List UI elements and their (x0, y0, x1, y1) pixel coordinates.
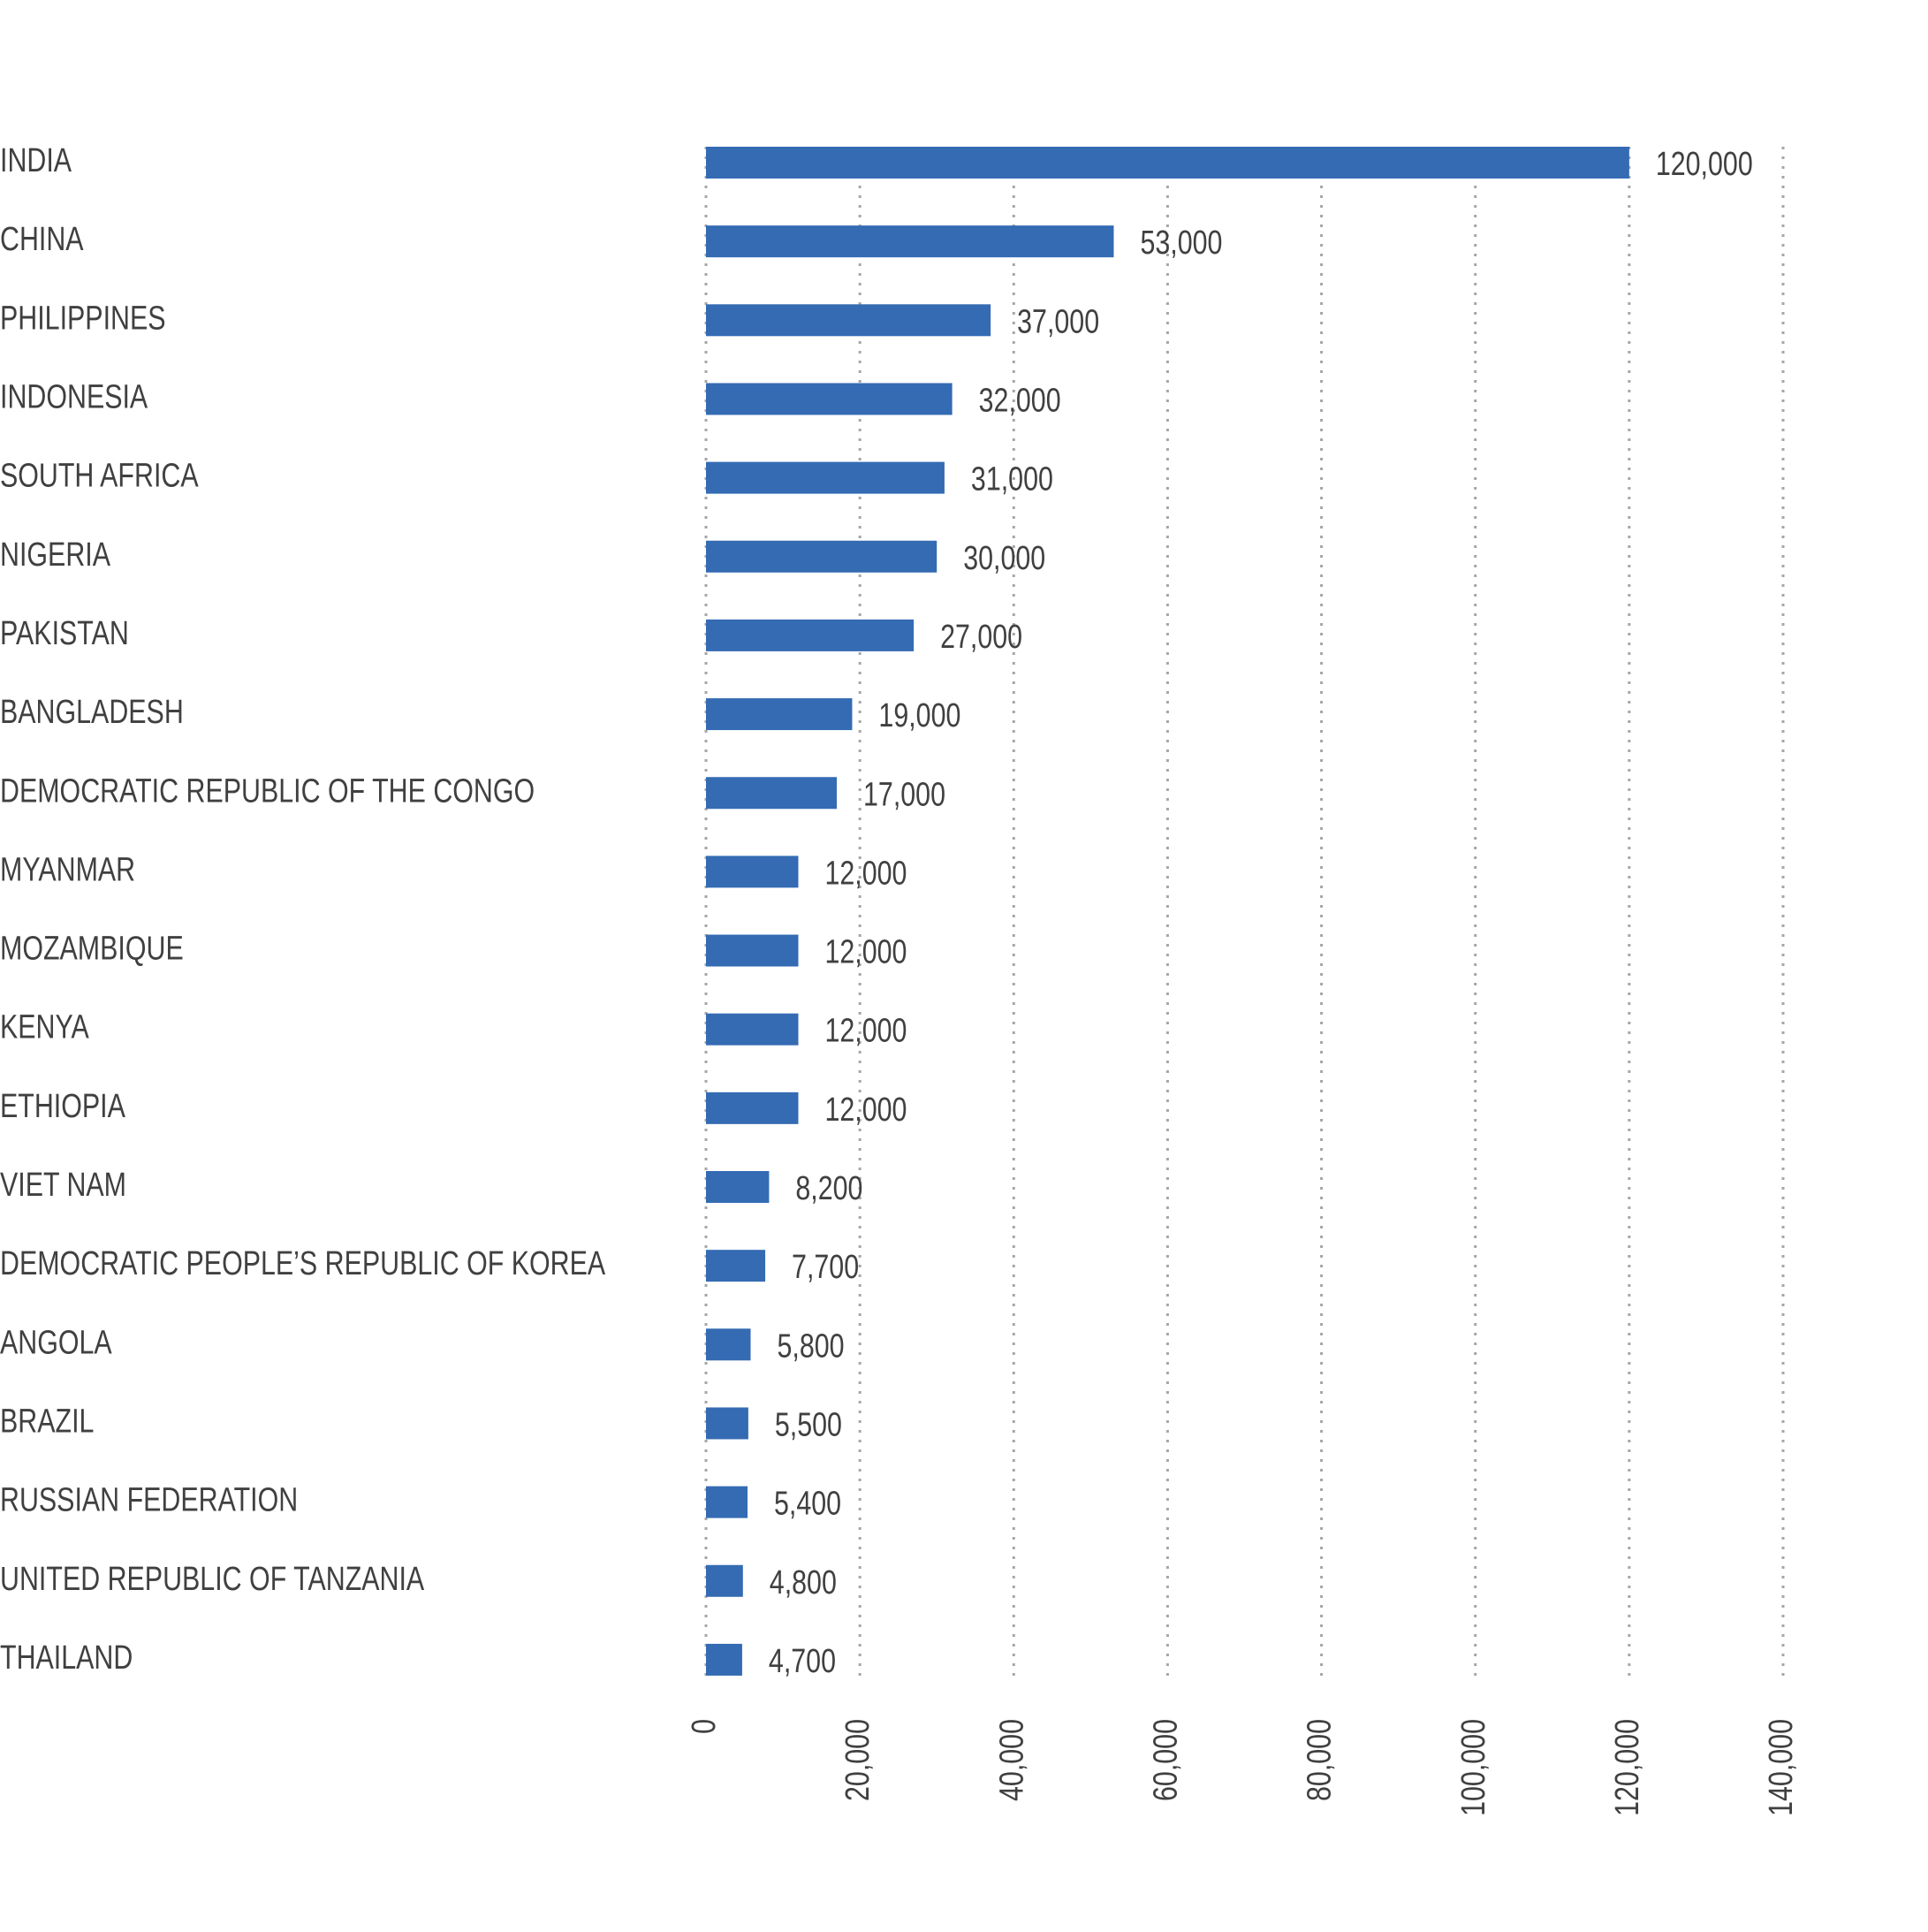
bar (706, 225, 1114, 258)
bar (706, 1250, 766, 1282)
x-tick-label: 100,000 (1455, 1719, 1492, 1816)
value-label: 12,000 (824, 1013, 907, 1050)
y-tick-label: THAILAND (0, 1639, 133, 1677)
value-label: 4,700 (769, 1643, 836, 1680)
value-label: 8,200 (795, 1170, 862, 1207)
y-tick-label: NIGERIA (0, 536, 110, 574)
x-tick-label: 20,000 (839, 1719, 877, 1801)
y-tick-label: MOZAMBIQUE (0, 930, 184, 967)
value-label: 17,000 (863, 776, 945, 813)
bar (706, 1407, 748, 1440)
value-label: 5,400 (774, 1486, 841, 1523)
y-tick-label: INDONESIA (0, 378, 148, 415)
value-label: 12,000 (824, 933, 907, 970)
value-label: 4,800 (770, 1564, 837, 1601)
value-label: 31,000 (971, 461, 1053, 498)
y-tick-label: CHINA (0, 221, 84, 258)
bar (706, 1013, 799, 1046)
value-label: 19,000 (878, 697, 960, 734)
bar (706, 1171, 770, 1204)
y-tick-label: UNITED REPUBLIC OF TANZANIA (0, 1561, 424, 1598)
value-label: 32,000 (979, 382, 1061, 419)
bar (706, 777, 838, 810)
value-label: 120,000 (1656, 146, 1753, 183)
x-tick-label: 60,000 (1147, 1719, 1184, 1801)
bar (706, 698, 853, 731)
bar (706, 1328, 751, 1361)
value-label: 37,000 (1017, 303, 1099, 340)
value-label: 12,000 (824, 1092, 907, 1129)
bar (706, 1564, 743, 1597)
bar (706, 1092, 799, 1124)
y-tick-label: RUSSIAN FEDERATION (0, 1482, 298, 1519)
x-tick-label: 0 (686, 1719, 723, 1734)
value-label: 5,500 (775, 1406, 842, 1443)
y-tick-label: KENYA (0, 1009, 89, 1046)
value-label: 12,000 (824, 855, 907, 892)
y-tick-label: ANGOLA (0, 1324, 112, 1361)
y-tick-label: BANGLADESH (0, 694, 184, 731)
y-tick-label: PHILIPPINES (0, 300, 166, 337)
value-label: 27,000 (940, 619, 1022, 656)
bar (706, 619, 915, 651)
bar (706, 1643, 742, 1676)
value-label: 7,700 (792, 1249, 859, 1286)
bar (706, 540, 937, 573)
bar (706, 461, 945, 494)
x-tick-label: 80,000 (1301, 1719, 1338, 1801)
value-label: 30,000 (963, 540, 1045, 577)
bar (706, 304, 991, 337)
y-tick-label: MYANMAR (0, 851, 135, 888)
value-label: 53,000 (1140, 224, 1222, 262)
y-tick-label: SOUTH AFRICA (0, 458, 199, 495)
value-label: 5,800 (778, 1327, 845, 1365)
x-tick-label: 120,000 (1609, 1719, 1646, 1816)
y-tick-label: ETHIOPIA (0, 1088, 125, 1125)
y-tick-label: DEMOCRATIC PEOPLE’S REPUBLIC OF KOREA (0, 1245, 605, 1282)
bar (706, 1486, 748, 1518)
x-tick-label: 40,000 (993, 1719, 1030, 1801)
bar (706, 934, 799, 967)
bar (706, 383, 953, 415)
y-tick-label: INDIA (0, 142, 72, 179)
x-tick-label: 140,000 (1763, 1719, 1800, 1816)
bar (706, 147, 1629, 179)
y-tick-label: VIET NAM (0, 1167, 126, 1204)
y-tick-label: DEMOCRATIC REPUBLIC OF THE CONGO (0, 772, 535, 810)
bar (706, 856, 799, 888)
y-tick-label: PAKISTAN (0, 615, 129, 652)
y-tick-label: BRAZIL (0, 1403, 94, 1440)
